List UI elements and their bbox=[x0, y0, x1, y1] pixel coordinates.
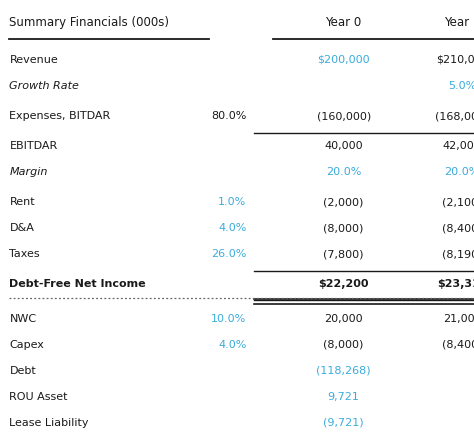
Text: Growth Rate: Growth Rate bbox=[9, 81, 79, 90]
Text: 42,000: 42,000 bbox=[443, 141, 474, 151]
Text: 26.0%: 26.0% bbox=[211, 249, 246, 259]
Text: Expenses, BITDAR: Expenses, BITDAR bbox=[9, 111, 111, 121]
Text: (9,721): (9,721) bbox=[323, 418, 364, 427]
Text: (2,000): (2,000) bbox=[323, 197, 364, 207]
Text: 1.0%: 1.0% bbox=[218, 197, 246, 207]
Text: (160,000): (160,000) bbox=[317, 111, 371, 121]
Text: Rent: Rent bbox=[9, 197, 35, 207]
Text: 4.0%: 4.0% bbox=[218, 223, 246, 233]
Text: $200,000: $200,000 bbox=[317, 55, 370, 65]
Text: Year 1: Year 1 bbox=[444, 16, 474, 29]
Text: 20.0%: 20.0% bbox=[326, 167, 361, 177]
Text: (118,268): (118,268) bbox=[316, 366, 371, 375]
Text: Debt-Free Net Income: Debt-Free Net Income bbox=[9, 279, 146, 289]
Text: Lease Liability: Lease Liability bbox=[9, 418, 89, 427]
Text: Debt: Debt bbox=[9, 366, 36, 375]
Text: (168,000): (168,000) bbox=[435, 111, 474, 121]
Text: Taxes: Taxes bbox=[9, 249, 40, 259]
Text: EBITDAR: EBITDAR bbox=[9, 141, 58, 151]
Text: 21,000: 21,000 bbox=[443, 314, 474, 323]
Text: (8,000): (8,000) bbox=[323, 340, 364, 349]
Text: (8,400): (8,400) bbox=[442, 340, 474, 349]
Text: 20.0%: 20.0% bbox=[445, 167, 474, 177]
Text: Year 0: Year 0 bbox=[326, 16, 362, 29]
Text: NWC: NWC bbox=[9, 314, 36, 323]
Text: (2,100): (2,100) bbox=[442, 197, 474, 207]
Text: 10.0%: 10.0% bbox=[211, 314, 246, 323]
Text: 20,000: 20,000 bbox=[324, 314, 363, 323]
Text: 5.0%: 5.0% bbox=[448, 81, 474, 90]
Text: Revenue: Revenue bbox=[9, 55, 58, 65]
Text: (8,190): (8,190) bbox=[442, 249, 474, 259]
Text: (7,800): (7,800) bbox=[323, 249, 364, 259]
Text: Summary Financials (000s): Summary Financials (000s) bbox=[9, 16, 170, 29]
Text: (8,400): (8,400) bbox=[442, 223, 474, 233]
Text: 4.0%: 4.0% bbox=[218, 340, 246, 349]
Text: D&A: D&A bbox=[9, 223, 34, 233]
Text: (8,000): (8,000) bbox=[323, 223, 364, 233]
Text: $210,000: $210,000 bbox=[436, 55, 474, 65]
Text: 80.0%: 80.0% bbox=[211, 111, 246, 121]
Text: 9,721: 9,721 bbox=[328, 392, 360, 401]
Text: Margin: Margin bbox=[9, 167, 48, 177]
Text: ROU Asset: ROU Asset bbox=[9, 392, 68, 401]
Text: $22,200: $22,200 bbox=[319, 279, 369, 289]
Text: Capex: Capex bbox=[9, 340, 45, 349]
Text: $23,310: $23,310 bbox=[437, 279, 474, 289]
Text: 40,000: 40,000 bbox=[324, 141, 363, 151]
